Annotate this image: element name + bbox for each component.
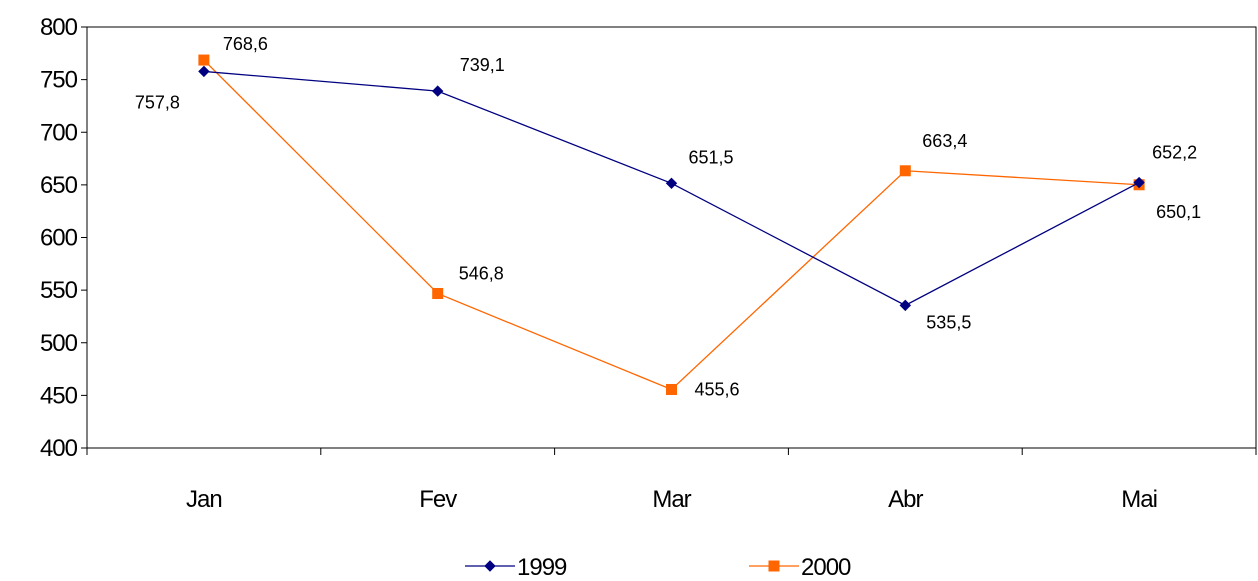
data-label-1999-jan: 757,8 bbox=[135, 92, 180, 112]
y-tick-label: 800 bbox=[40, 14, 78, 41]
data-label-2000-jan: 768,6 bbox=[223, 34, 268, 54]
data-label-1999-mar: 651,5 bbox=[689, 147, 734, 167]
data-point-2000-mar bbox=[666, 383, 677, 395]
y-tick-label: 650 bbox=[40, 172, 78, 199]
legend-label-2000: 2000 bbox=[801, 554, 851, 581]
x-tick-label-jan: Jan bbox=[186, 486, 222, 513]
y-axis: 400 450 500 550 600 650 700 750 800 bbox=[40, 14, 87, 462]
x-tick-label-mar: Mar bbox=[652, 486, 691, 513]
series-layer bbox=[198, 54, 1145, 395]
x-axis: Jan Fev Mar Abr Mai bbox=[86, 448, 1257, 513]
legend-marker-1999 bbox=[484, 560, 496, 572]
y-tick-label: 500 bbox=[40, 330, 78, 357]
y-tick-label: 550 bbox=[40, 277, 78, 304]
x-tick-label-fev: Fev bbox=[419, 486, 457, 513]
x-tick-label-mai: Mai bbox=[1121, 486, 1157, 513]
legend: 1999 2000 bbox=[465, 554, 852, 581]
data-point-2000-jan bbox=[198, 54, 210, 66]
x-tick-label-abr: Abr bbox=[888, 486, 923, 513]
data-point-1999-mai bbox=[1133, 176, 1145, 189]
data-label-1999-mai: 652,2 bbox=[1152, 143, 1197, 163]
y-tick-label: 750 bbox=[40, 67, 78, 94]
data-label-2000-mar: 455,6 bbox=[695, 379, 740, 399]
data-point-1999-abr bbox=[899, 299, 912, 312]
data-point-2000-abr bbox=[899, 165, 911, 177]
legend-marker-2000 bbox=[768, 560, 780, 572]
plot-area bbox=[86, 26, 1257, 449]
data-point-1999-fev bbox=[431, 85, 444, 97]
data-label-2000-fev: 546,8 bbox=[459, 263, 504, 283]
legend-label-1999: 1999 bbox=[517, 554, 567, 581]
data-label-2000-mai: 650,1 bbox=[1156, 202, 1201, 222]
y-tick-label: 450 bbox=[40, 382, 78, 409]
data-label-1999-abr: 535,5 bbox=[926, 312, 971, 332]
data-label-1999-fev: 739,1 bbox=[460, 55, 505, 75]
series-1999 bbox=[198, 65, 1145, 312]
y-tick-label: 600 bbox=[40, 225, 78, 252]
y-tick-label: 400 bbox=[40, 435, 78, 462]
data-label-layer: 757,8 739,1 651,5 535,5 652,2 768,6 546,8 455,6… bbox=[135, 34, 1201, 399]
legend-item-1999: 1999 bbox=[465, 554, 568, 581]
data-point-1999-jan bbox=[198, 65, 210, 78]
data-point-2000-fev bbox=[432, 287, 444, 299]
plot-frame bbox=[86, 26, 1257, 449]
legend-item-2000: 2000 bbox=[749, 554, 852, 581]
data-label-2000-abr: 663,4 bbox=[922, 131, 967, 151]
y-tick-label: 700 bbox=[40, 119, 78, 146]
data-point-1999-mar bbox=[665, 177, 678, 190]
